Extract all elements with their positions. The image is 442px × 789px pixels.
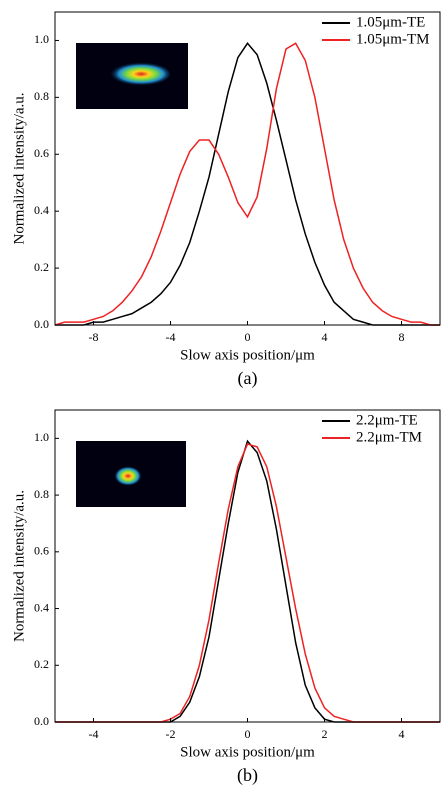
x-tick-label: -4 [166, 330, 176, 344]
y-tick-label: 0.4 [34, 203, 49, 217]
x-tick-label: -4 [89, 727, 99, 741]
x-axis-title: Slow axis position/μm [180, 347, 315, 363]
x-tick-label: -2 [166, 727, 176, 741]
inset-image-a [76, 43, 188, 109]
x-tick-label: 2 [322, 727, 328, 741]
y-tick-label: 1.0 [34, 430, 49, 444]
x-tick-label: 0 [245, 330, 251, 344]
y-tick-label: 1.0 [34, 32, 49, 46]
inset-image-b [76, 441, 186, 507]
x-tick-label: 8 [399, 330, 405, 344]
x-tick-label: 4 [399, 727, 405, 741]
y-tick-label: 0.6 [34, 146, 49, 160]
y-tick-label: 0.2 [34, 260, 49, 274]
x-tick-label: 0 [245, 727, 251, 741]
y-tick-label: 0.2 [34, 657, 49, 671]
legend-label: 1.05μm-TM [356, 31, 429, 47]
y-axis-title: Normalized intensity/a.u. [11, 490, 27, 642]
legend-label: 2.2μm-TM [356, 429, 422, 445]
panel-caption: (a) [238, 368, 258, 389]
data-line [54, 42, 440, 326]
x-tick-label: -8 [89, 330, 99, 344]
y-axis-title: Normalized intensity/a.u. [11, 92, 27, 244]
y-tick-label: 0.8 [34, 487, 49, 501]
legend-label: 1.05μm-TE [356, 14, 425, 30]
x-axis-title: Slow axis position/μm [180, 744, 315, 760]
y-tick-label: 0.0 [34, 317, 49, 331]
legend-label: 2.2μm-TE [356, 412, 418, 428]
y-tick-label: 0.4 [34, 600, 49, 614]
y-tick-label: 0.0 [34, 714, 49, 728]
x-tick-label: 4 [322, 330, 328, 344]
y-tick-label: 0.8 [34, 89, 49, 103]
panel-caption: (b) [237, 765, 258, 786]
y-tick-label: 0.6 [34, 544, 49, 558]
